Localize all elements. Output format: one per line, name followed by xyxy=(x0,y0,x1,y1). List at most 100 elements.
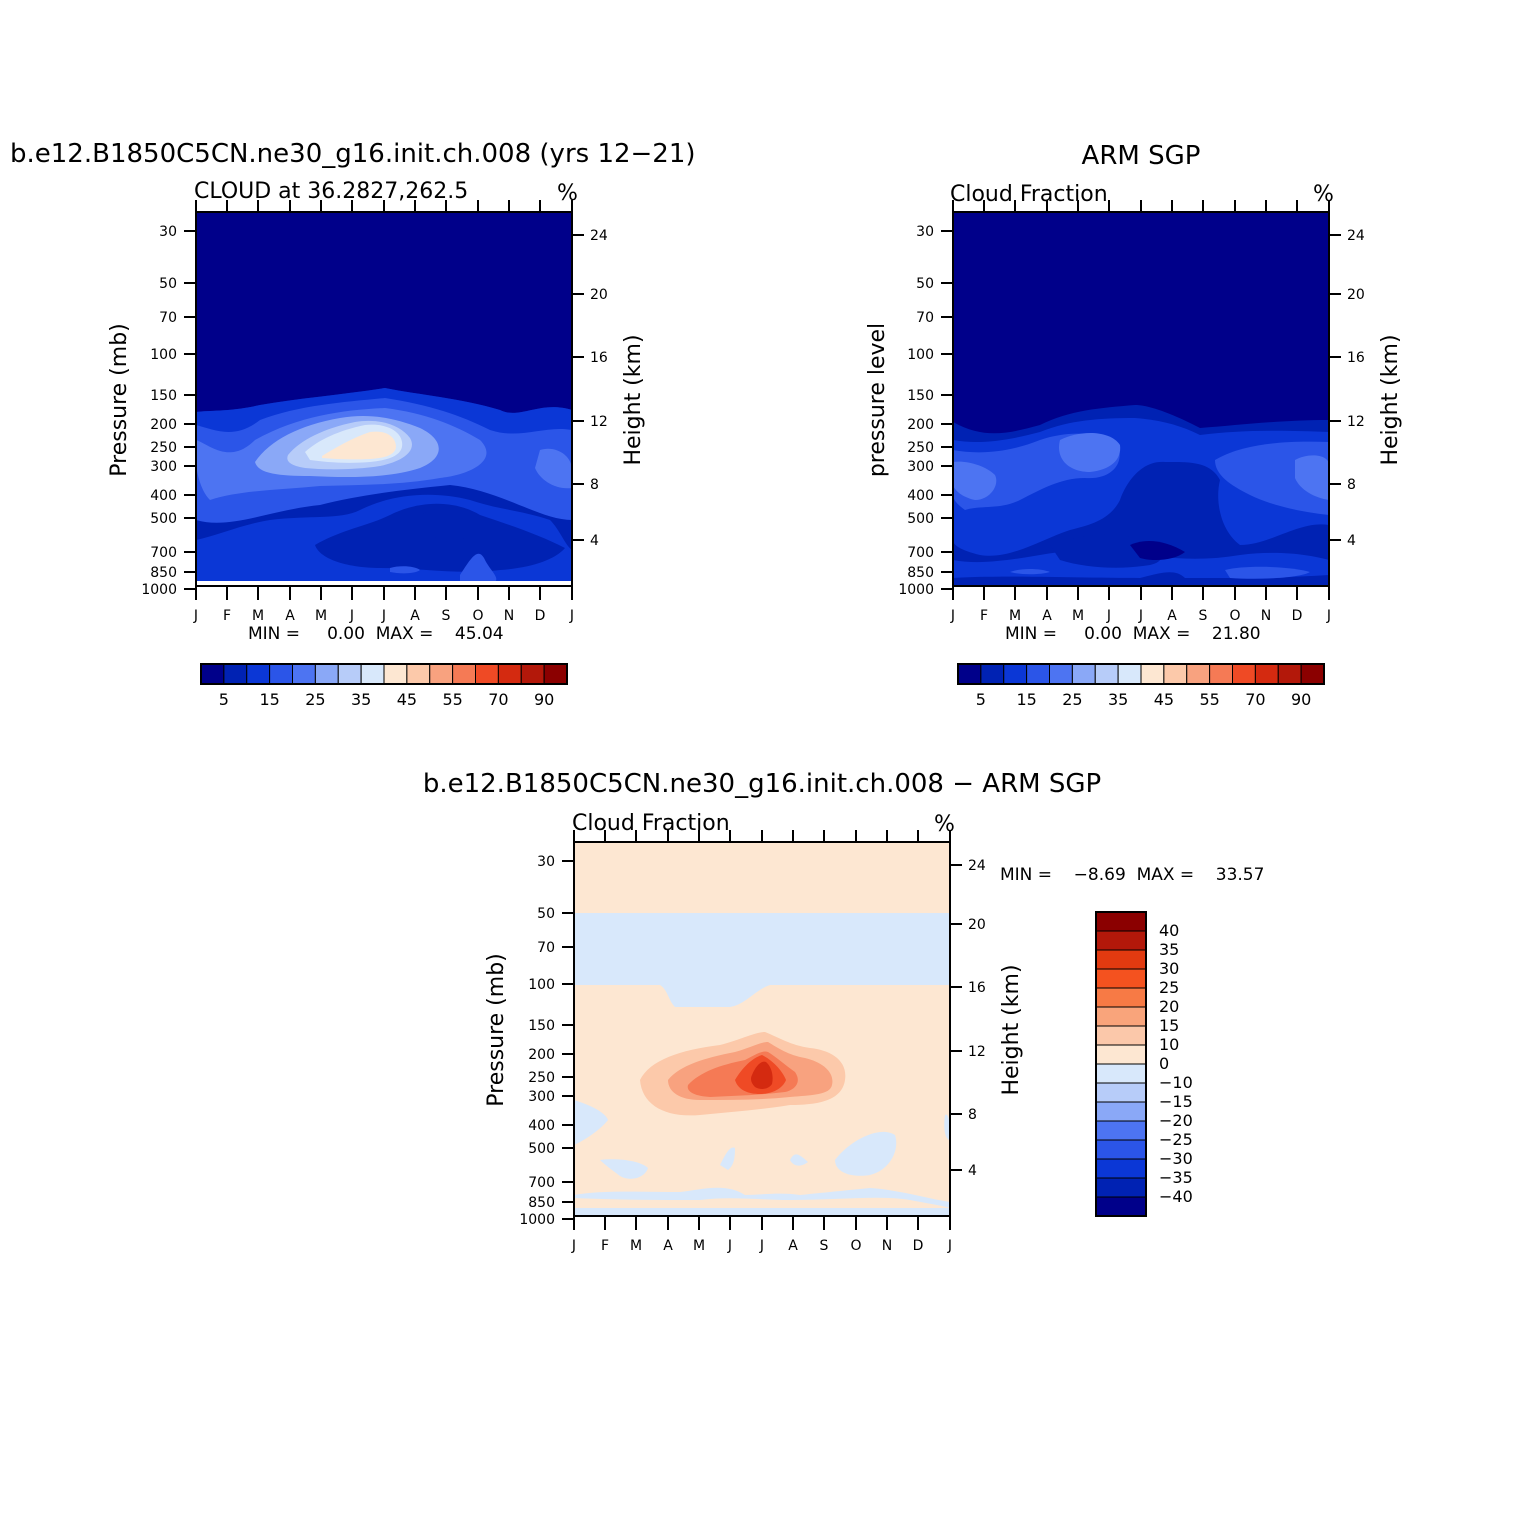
svg-text:100: 100 xyxy=(907,347,934,363)
colorbar-label: 10 xyxy=(1159,1035,1179,1054)
colorbar-swatch xyxy=(520,663,545,685)
panel-obs: ARM SGP Cloud Fraction % 30 5 xyxy=(865,141,1403,709)
svg-text:N: N xyxy=(882,1238,892,1254)
colorbar-label: 5 xyxy=(976,690,986,709)
colorbar-label: 35 xyxy=(1108,690,1128,709)
svg-text:400: 400 xyxy=(150,488,177,504)
colorbar-label: 5 xyxy=(219,690,229,709)
colorbar-swatch xyxy=(1095,1006,1147,1027)
svg-text:400: 400 xyxy=(528,1118,555,1134)
svg-text:850: 850 xyxy=(528,1195,555,1211)
colorbar-swatch xyxy=(1209,663,1233,685)
colorbar-swatch xyxy=(1095,930,1147,951)
colorbar-label: 55 xyxy=(442,690,462,709)
panel1-units: % xyxy=(557,181,578,206)
panel1-subtitle: CLOUD at 36.2827,262.5 xyxy=(194,179,468,204)
colorbar-swatch xyxy=(337,663,362,685)
svg-text:M: M xyxy=(315,608,327,624)
svg-text:20: 20 xyxy=(968,917,986,933)
svg-text:D: D xyxy=(913,1238,924,1254)
colorbar-label: 90 xyxy=(534,690,554,709)
colorbar-swatch xyxy=(246,663,271,685)
panel-diff: b.e12.B1850C5CN.ne30_g16.init.ch.008 − A… xyxy=(423,769,1265,1254)
panel3-ylabel-right: Height (km) xyxy=(999,964,1024,1095)
colorbar-label: 30 xyxy=(1159,959,1179,978)
svg-text:50: 50 xyxy=(916,276,934,292)
svg-text:F: F xyxy=(223,608,231,624)
svg-text:30: 30 xyxy=(159,224,177,240)
colorbar-label: 70 xyxy=(488,690,508,709)
colorbar-swatch xyxy=(1026,663,1050,685)
colorbar-swatch xyxy=(200,663,225,685)
colorbar-label: 15 xyxy=(1159,1016,1179,1035)
svg-text:12: 12 xyxy=(1347,414,1365,430)
colorbar-swatch xyxy=(292,663,316,685)
svg-text:F: F xyxy=(601,1238,609,1254)
colorbar-swatch xyxy=(1095,1177,1147,1198)
panel2-contours xyxy=(953,212,1329,586)
colorbar-label: −30 xyxy=(1159,1149,1193,1168)
svg-text:700: 700 xyxy=(907,545,934,561)
svg-text:M: M xyxy=(252,608,264,624)
colorbar-label: −35 xyxy=(1159,1168,1193,1187)
colorbar-swatch xyxy=(1140,663,1165,685)
svg-text:12: 12 xyxy=(590,414,608,430)
colorbar-label: 20 xyxy=(1159,997,1179,1016)
colorbar-swatch xyxy=(383,663,408,685)
svg-text:J: J xyxy=(1106,608,1111,624)
panel1-ylabels-right: 24 20 16 12 8 4 xyxy=(590,228,608,549)
svg-text:S: S xyxy=(1199,608,1208,624)
colorbar-swatch xyxy=(314,663,339,685)
svg-text:200: 200 xyxy=(150,417,177,433)
colorbar-swatch xyxy=(1095,949,1147,970)
panel3-ylabels-right: 24 20 16 12 8 4 xyxy=(968,858,986,1179)
svg-text:A: A xyxy=(285,608,295,624)
svg-text:S: S xyxy=(820,1238,829,1254)
svg-text:F: F xyxy=(980,608,988,624)
panel1-ylabel-left: Pressure (mb) xyxy=(107,323,132,477)
svg-text:1000: 1000 xyxy=(519,1212,555,1228)
colorbar-label: 15 xyxy=(1016,690,1036,709)
colorbar-label: −40 xyxy=(1159,1187,1193,1206)
colorbar-label: 15 xyxy=(259,690,279,709)
svg-text:M: M xyxy=(693,1238,705,1254)
svg-text:J: J xyxy=(193,608,198,624)
panel-model: b.e12.B1850C5CN.ne30_g16.init.ch.008 (yr… xyxy=(10,139,696,709)
svg-text:850: 850 xyxy=(907,565,934,581)
panel1-title: b.e12.B1850C5CN.ne30_g16.init.ch.008 (yr… xyxy=(10,139,696,169)
svg-text:500: 500 xyxy=(907,511,934,527)
svg-text:20: 20 xyxy=(590,287,608,303)
colorbar-swatch xyxy=(1095,1139,1147,1160)
svg-text:J: J xyxy=(759,1238,764,1254)
svg-text:1000: 1000 xyxy=(141,582,177,598)
colorbar-swatch xyxy=(475,663,499,685)
svg-text:70: 70 xyxy=(916,310,934,326)
colorbar-swatch xyxy=(1095,1063,1147,1084)
colorbar-label: 45 xyxy=(397,690,417,709)
colorbar-label: −10 xyxy=(1159,1073,1193,1092)
svg-text:16: 16 xyxy=(1347,350,1365,366)
svg-text:150: 150 xyxy=(907,388,934,404)
svg-text:250: 250 xyxy=(150,440,177,456)
colorbar-swatch xyxy=(980,663,1005,685)
colorbar-label: 45 xyxy=(1154,690,1174,709)
svg-text:200: 200 xyxy=(907,417,934,433)
svg-text:500: 500 xyxy=(528,1141,555,1157)
svg-text:J: J xyxy=(1326,608,1331,624)
svg-text:O: O xyxy=(850,1238,861,1254)
svg-text:100: 100 xyxy=(528,977,555,993)
svg-text:M: M xyxy=(1009,608,1021,624)
svg-text:300: 300 xyxy=(150,459,177,475)
svg-text:200: 200 xyxy=(528,1047,555,1063)
colorbar-swatch xyxy=(1186,663,1211,685)
svg-text:20: 20 xyxy=(1347,287,1365,303)
colorbar-swatch xyxy=(1254,663,1279,685)
panel3-ylabel-left: Pressure (mb) xyxy=(484,953,509,1107)
colorbar-label: 35 xyxy=(1159,940,1179,959)
svg-text:4: 4 xyxy=(968,1163,977,1179)
